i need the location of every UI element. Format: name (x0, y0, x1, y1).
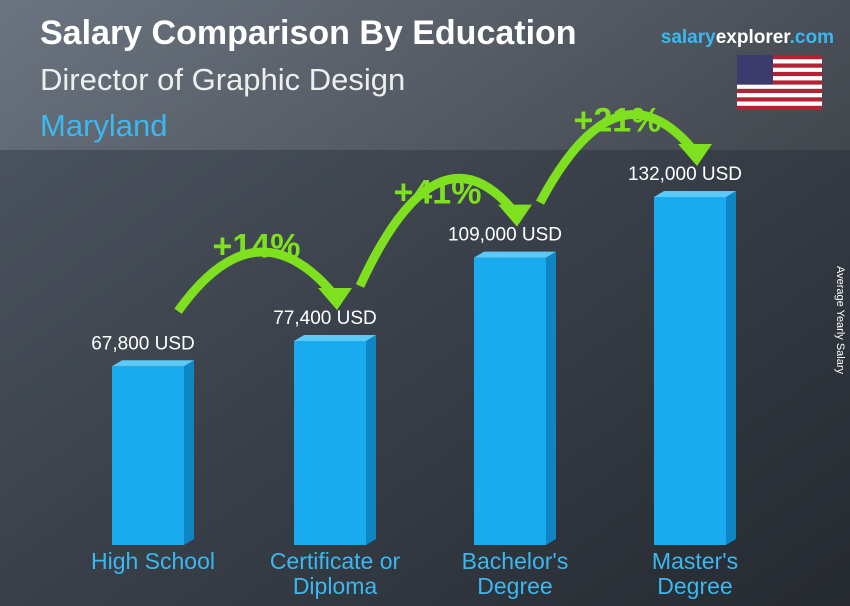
increase-arrow (355, 173, 519, 288)
bar (474, 251, 556, 546)
increase-arrow (536, 110, 699, 205)
bar (112, 360, 194, 545)
chart-subtitle: Director of Graphic Design (40, 62, 405, 97)
bar-top (294, 334, 376, 341)
chart-title: Salary Comparison By Education (40, 14, 577, 52)
x-tick-label: Certificate or (270, 548, 401, 574)
bar-top (474, 251, 556, 258)
increase-arrowhead (498, 204, 532, 227)
bar-side (726, 191, 736, 545)
bar-top (112, 360, 194, 367)
x-tick-label: Degree (657, 573, 732, 599)
value-label: 109,000 USD (448, 225, 562, 246)
brand: salaryexplorer.com (661, 27, 834, 48)
x-tick-label: High School (91, 548, 215, 574)
brand-part: explorer (716, 27, 792, 48)
value-label: 77,400 USD (273, 308, 377, 329)
bar-top (654, 191, 736, 197)
increase-arrow (174, 247, 339, 314)
brand-part: salary (661, 27, 716, 48)
bar-front (654, 197, 726, 545)
x-tick-label: Master's (652, 548, 738, 574)
value-label: 132,000 USD (628, 164, 742, 185)
x-tick-label: Degree (477, 573, 552, 599)
increase-label: +21% (574, 101, 662, 139)
increase-label: +41% (394, 173, 482, 211)
axis-label: Average Yearly Salary (834, 266, 846, 375)
bar (294, 334, 376, 545)
bar-side (546, 251, 556, 546)
flag (737, 55, 822, 110)
bar-side (366, 334, 376, 545)
bar-front (294, 340, 366, 545)
increase-label: +14% (213, 228, 301, 266)
location: Maryland (40, 108, 168, 143)
bar-front (474, 257, 546, 545)
value-label: 67,800 USD (91, 333, 195, 354)
x-tick-label: Bachelor's (462, 548, 569, 574)
bar-side (184, 360, 194, 545)
increase-arrowhead (318, 287, 352, 310)
increase-arrowhead (678, 144, 712, 166)
x-tick-label: Diploma (293, 573, 378, 599)
bar (654, 191, 736, 545)
bar-front (112, 366, 184, 545)
brand-part: .com (790, 27, 834, 48)
